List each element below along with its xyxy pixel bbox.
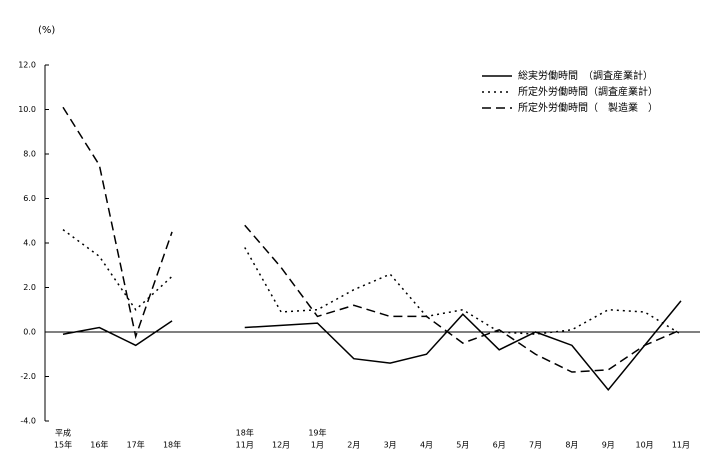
- y-tick-label: -2.0: [20, 372, 36, 381]
- legend-label: 総実労働時間 （調査産業計）: [518, 69, 653, 82]
- y-tick-label: 4.0: [23, 239, 36, 248]
- y-tick-label: 10.0: [18, 105, 36, 114]
- x-year-label: 18年: [236, 428, 254, 438]
- x-tick-label: 9月: [602, 441, 615, 450]
- x-year-label: 平成: [55, 428, 71, 438]
- legend-label: 所定外労働時間（ 製造業 ）: [518, 101, 658, 114]
- x-tick-label: 11月: [672, 441, 690, 450]
- y-unit-label: (%): [38, 25, 55, 36]
- x-tick-label: 7月: [529, 441, 542, 450]
- x-tick-label: 2月: [347, 441, 360, 450]
- y-tick-label: 2.0: [23, 283, 36, 292]
- y-tick-label: 6.0: [23, 194, 36, 203]
- x-tick-label: 5月: [456, 441, 469, 450]
- x-tick-label: 15年: [54, 440, 72, 450]
- legend-label: 所定外労働時間（調査産業計）: [518, 85, 658, 98]
- x-tick-label: 18年: [163, 440, 181, 450]
- y-tick-label: 12.0: [18, 61, 36, 70]
- x-tick-label: 16年: [90, 440, 108, 450]
- x-tick-label: 8月: [565, 441, 578, 450]
- series-line: [62, 300, 682, 392]
- x-tick-label: 10月: [636, 441, 654, 450]
- x-tick-label: 12月: [272, 441, 290, 450]
- series-line: [62, 229, 682, 335]
- x-tick-label: 11月: [236, 441, 254, 450]
- y-tick-label: 8.0: [23, 150, 36, 159]
- x-tick-label: 6月: [493, 441, 506, 450]
- x-tick-label: 3月: [384, 441, 397, 450]
- x-tick-label: 1月: [311, 441, 324, 450]
- series-line: [62, 106, 682, 373]
- x-tick-label: 17年: [127, 440, 145, 450]
- x-year-label: 19年: [308, 428, 326, 438]
- x-tick-label: 4月: [420, 441, 433, 450]
- y-tick-label: -4.0: [20, 417, 36, 426]
- y-tick-label: 0.0: [23, 328, 36, 337]
